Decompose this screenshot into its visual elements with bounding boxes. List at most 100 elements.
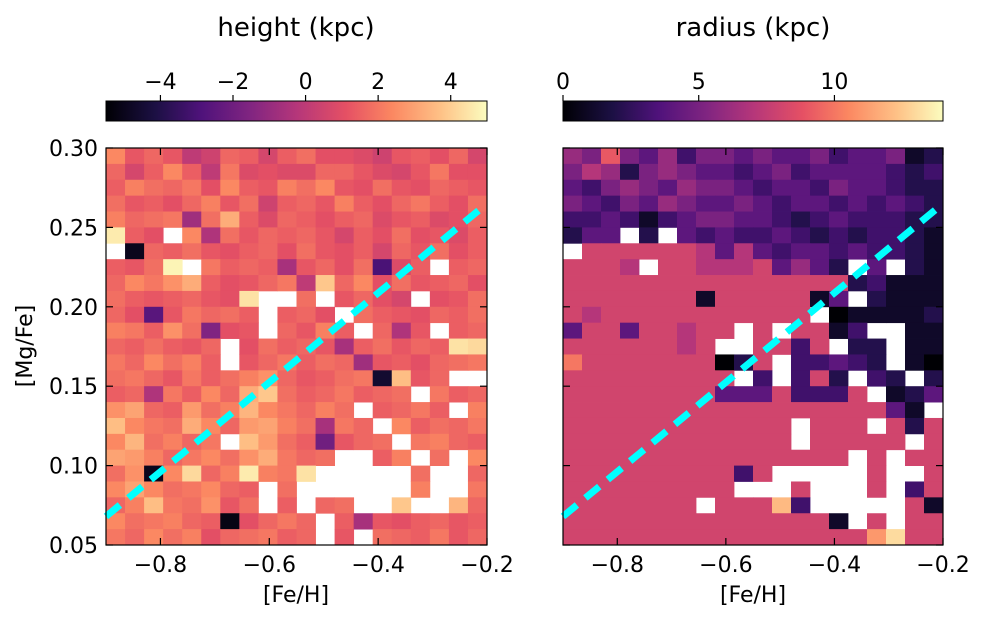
heatmap-cell [905, 243, 925, 260]
heatmap-cell [334, 275, 355, 292]
heatmap-cell [677, 497, 697, 514]
heatmap-cell [201, 402, 221, 419]
heatmap-cell [125, 148, 145, 165]
heatmap-cell [106, 163, 126, 181]
heatmap-cell [201, 259, 221, 276]
heatmap-cell [144, 338, 164, 355]
heatmap-cell [924, 417, 944, 435]
heatmap-cell [810, 211, 830, 228]
heatmap-cell [239, 513, 259, 530]
heatmap-cell [125, 243, 145, 260]
heatmap-cell [334, 243, 355, 260]
heatmap-cell [144, 481, 164, 498]
heatmap-cell [163, 402, 183, 419]
heatmap-cell [106, 370, 126, 387]
heatmap-cell [296, 195, 316, 212]
heatmap-cell [391, 386, 412, 403]
heatmap-cell [258, 402, 278, 419]
x-tick-label: −0.2 [916, 553, 969, 578]
x-axis-label: [Fe/H] [263, 583, 329, 608]
heatmap-cell [753, 465, 773, 482]
heatmap-cell [582, 465, 602, 482]
heatmap-cell [163, 148, 183, 165]
heatmap-cell [791, 481, 811, 498]
heatmap-cell [353, 148, 374, 165]
heatmap-cell [201, 227, 221, 244]
heatmap-cell [391, 290, 412, 308]
heatmap-cell [886, 163, 906, 181]
heatmap-cell [829, 195, 849, 212]
heatmap-cell [620, 370, 640, 387]
heatmap-cell [753, 322, 773, 339]
heatmap-cell [658, 513, 678, 530]
heatmap-cell [639, 354, 659, 371]
heatmap-cell [296, 179, 316, 197]
heatmap-cell [182, 243, 202, 260]
heatmap-cell [315, 402, 335, 419]
heatmap-cell [372, 433, 393, 451]
heatmap-cell [867, 163, 887, 181]
heatmap-cell [639, 195, 659, 212]
heatmap-cell [334, 513, 355, 530]
heatmap-cell [601, 529, 621, 546]
heatmap-cell [353, 195, 374, 212]
heatmap-cell [410, 465, 431, 482]
heatmap-cell [620, 433, 640, 451]
heatmap-cell [277, 402, 297, 419]
heatmap-cell [563, 433, 583, 451]
heatmap-cell [429, 338, 450, 355]
heatmap-cell [144, 275, 164, 292]
heatmap-cell [848, 195, 868, 212]
heatmap-cell [106, 306, 126, 324]
heatmap-cell [658, 354, 678, 371]
heatmap-cell [334, 227, 355, 244]
heatmap-cell [810, 179, 830, 197]
heatmap-cell [106, 386, 126, 403]
heatmap-cell [810, 386, 830, 403]
heatmap-cell [639, 497, 659, 514]
heatmap-cell [163, 338, 183, 355]
heatmap-cell [696, 163, 716, 181]
heatmap-cell [201, 386, 221, 403]
heatmap-cell [277, 259, 297, 276]
heatmap-cell [601, 275, 621, 292]
heatmap-cell [639, 163, 659, 181]
heatmap-cell [220, 195, 240, 212]
heatmap-cell [677, 243, 697, 260]
heatmap-cell [810, 354, 830, 371]
heatmap-cell [182, 148, 202, 165]
heatmap-cell [220, 179, 240, 197]
heatmap-cell [886, 433, 906, 451]
heatmap-cell [905, 513, 925, 530]
heatmap-cell [791, 402, 811, 419]
heatmap-cell [886, 211, 906, 228]
heatmap-cell [620, 513, 640, 530]
heatmap-cell [867, 433, 887, 451]
y-tick-label: 0.30 [49, 137, 98, 162]
heatmap-cell [601, 306, 621, 324]
heatmap-cell [810, 290, 830, 308]
heatmap-cell [353, 370, 374, 387]
heatmap-cell [658, 386, 678, 403]
heatmap-cell [277, 370, 297, 387]
heatmap-cell [106, 529, 126, 546]
heatmap-cell [277, 449, 297, 466]
heatmap-cell [467, 513, 488, 530]
colorbar-tick-label: 5 [692, 70, 706, 95]
x-axis-label: [Fe/H] [720, 583, 786, 608]
heatmap-cell [239, 481, 259, 498]
heatmap-cell [163, 243, 183, 260]
heatmap-cell [144, 179, 164, 197]
trend-line [560, 200, 946, 520]
heatmap-cell [563, 417, 583, 435]
heatmap-cell [239, 211, 259, 228]
heatmap-cell [620, 259, 640, 276]
heatmap-cell [372, 163, 393, 181]
heatmap-cell [391, 354, 412, 371]
heatmap-cell [182, 306, 202, 324]
heatmap-cell [296, 465, 316, 482]
heatmap-cell [715, 402, 735, 419]
heatmap-cell [715, 211, 735, 228]
heatmap-cell [753, 417, 773, 435]
heatmap-cell [277, 243, 297, 260]
